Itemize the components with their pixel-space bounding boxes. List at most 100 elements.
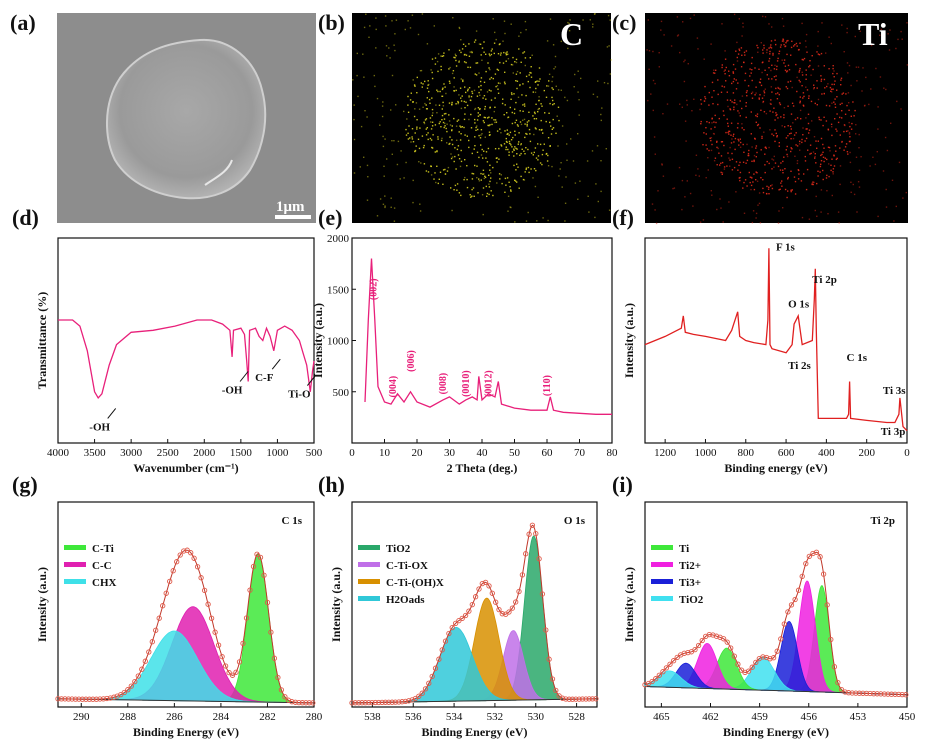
eds-dot <box>524 171 526 173</box>
eds-dot <box>526 123 528 126</box>
eds-dot <box>820 80 822 82</box>
eds-dot <box>887 33 889 35</box>
eds-dot <box>454 53 457 55</box>
eds-dot <box>510 206 512 209</box>
eds-dot <box>801 138 803 141</box>
data-point <box>226 669 232 676</box>
eds-dot <box>549 18 552 20</box>
data-point <box>795 587 802 593</box>
eds-dot <box>445 127 447 130</box>
eds-dot <box>463 179 465 181</box>
eds-dot <box>400 150 402 152</box>
eds-dot <box>743 129 745 131</box>
eds-dot <box>857 181 860 183</box>
eds-dot <box>489 54 491 57</box>
eds-dot <box>804 155 806 158</box>
eds-dot <box>782 40 785 43</box>
eds-dot <box>885 88 887 91</box>
xps-survey-line <box>644 248 908 432</box>
sem-edge-highlight <box>204 159 233 186</box>
data-point <box>399 699 405 705</box>
data-point <box>566 696 572 702</box>
eds-dot <box>734 148 736 151</box>
eds-dot <box>764 88 766 90</box>
eds-dot <box>655 222 658 225</box>
eds-dot <box>825 104 828 107</box>
eds-dot <box>477 192 479 194</box>
eds-dot <box>436 60 439 63</box>
eds-dot <box>500 144 502 146</box>
eds-dot <box>815 162 817 164</box>
eds-dot <box>867 37 870 39</box>
eds-dot <box>509 143 512 145</box>
data-point <box>201 587 208 594</box>
eds-dot <box>722 110 725 112</box>
eds-dot <box>761 61 764 64</box>
x-axis-label: Binding energy (eV) <box>724 461 827 475</box>
data-point <box>728 645 734 651</box>
y-tick-label: 500 <box>333 387 350 399</box>
x-tick-label: 284 <box>213 711 230 723</box>
eds-dot <box>818 118 821 121</box>
eds-dot <box>895 205 897 208</box>
eds-dot <box>457 101 460 104</box>
eds-dot <box>735 161 738 163</box>
eds-dot <box>784 45 787 47</box>
eds-dot <box>794 118 797 121</box>
panel-label-c: (c) <box>612 10 636 35</box>
eds-dot <box>902 197 904 199</box>
data-point <box>469 601 475 608</box>
eds-dot <box>823 160 825 163</box>
eds-dot <box>564 220 566 222</box>
eds-dot <box>755 114 757 117</box>
data-point <box>191 555 197 561</box>
eds-dot <box>500 174 502 176</box>
eds-dot <box>353 104 355 106</box>
eds-dot <box>793 176 796 178</box>
eds-dot <box>888 49 891 51</box>
data-point <box>871 691 877 697</box>
eds-dot <box>795 144 797 146</box>
eds-dot <box>774 129 776 131</box>
eds-dot <box>833 155 835 157</box>
eds-dot <box>833 83 835 86</box>
eds-dot <box>788 133 791 135</box>
eds-dot <box>786 145 788 148</box>
eds-dot <box>494 148 497 150</box>
eds-dot <box>745 50 748 52</box>
eds-dot <box>548 112 550 114</box>
eds-dot <box>458 60 460 62</box>
eds-dot <box>393 140 395 142</box>
eds-dot <box>502 98 504 100</box>
eds-dot <box>790 46 793 49</box>
eds-dot <box>749 181 751 184</box>
eds-dot <box>511 64 514 66</box>
eds-dot <box>412 141 415 143</box>
eds-dot <box>478 156 480 159</box>
eds-dot <box>431 146 433 149</box>
data-point <box>426 680 432 686</box>
eds-dot <box>460 51 462 54</box>
eds-dot <box>431 114 433 117</box>
eds-dot <box>692 205 694 207</box>
eds-dot <box>359 166 361 168</box>
eds-dot <box>462 79 464 81</box>
eds-dot <box>779 188 781 190</box>
eds-dot <box>605 148 607 150</box>
eds-dot <box>710 139 712 142</box>
eds-dot <box>742 143 744 146</box>
eds-dot <box>831 134 833 137</box>
eds-dot <box>780 44 782 46</box>
eds-dot <box>427 132 429 134</box>
eds-dot <box>710 128 712 130</box>
eds-dot <box>592 23 594 25</box>
eds-dot <box>511 93 513 96</box>
data-point <box>188 550 194 556</box>
data-point <box>720 636 727 642</box>
eds-dot <box>513 148 515 150</box>
eds-dot <box>885 206 888 208</box>
eds-dot <box>717 147 719 150</box>
eds-dot <box>836 130 838 132</box>
